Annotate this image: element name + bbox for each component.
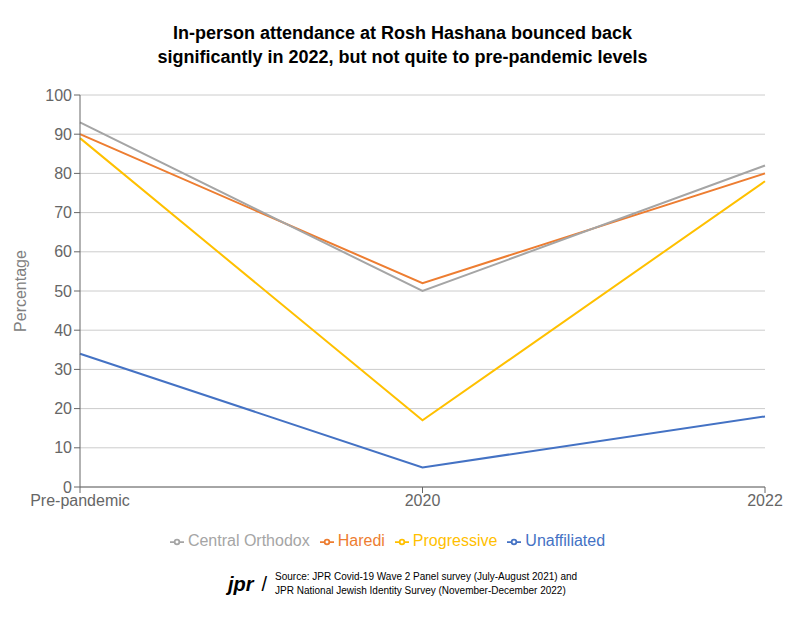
html-text:Progressive: Progressive xyxy=(412,532,498,549)
svg-text:2022: 2022 xyxy=(747,492,783,509)
html-text:Central Orthodox: Central Orthodox xyxy=(187,532,310,549)
html-text:Haredi: Haredi xyxy=(337,532,385,549)
svg-text:20: 20 xyxy=(54,400,72,417)
svg-text:Pre-pandemic: Pre-pandemic xyxy=(30,492,130,509)
html-text:Unaffiliated: Unaffiliated xyxy=(525,532,606,549)
html-text:significantly in 2022, but not: significantly in 2022, but not quite to … xyxy=(157,47,648,67)
svg-text:10: 10 xyxy=(54,439,72,456)
svg-text:90: 90 xyxy=(54,126,72,143)
svg-text:30: 30 xyxy=(54,361,72,378)
svg-text:0: 0 xyxy=(63,479,72,496)
html-text:Source: JPR Covid-19 Wave 2 Pa: Source: JPR Covid-19 Wave 2 Panel survey… xyxy=(275,571,578,596)
html-text:jpr /: jpr / xyxy=(227,572,268,595)
svg-text:Percentage: Percentage xyxy=(12,250,29,332)
svg-text:2020: 2020 xyxy=(405,492,441,509)
svg-text:40: 40 xyxy=(54,322,72,339)
svg-text:70: 70 xyxy=(54,204,72,221)
svg-text:50: 50 xyxy=(54,283,72,300)
svg-text:100: 100 xyxy=(45,87,72,104)
svg-text:60: 60 xyxy=(54,243,72,260)
html-text:In-person attendance at Rosh H: In-person attendance at Rosh Hashana bou… xyxy=(172,22,632,43)
svg-text:80: 80 xyxy=(54,165,72,182)
